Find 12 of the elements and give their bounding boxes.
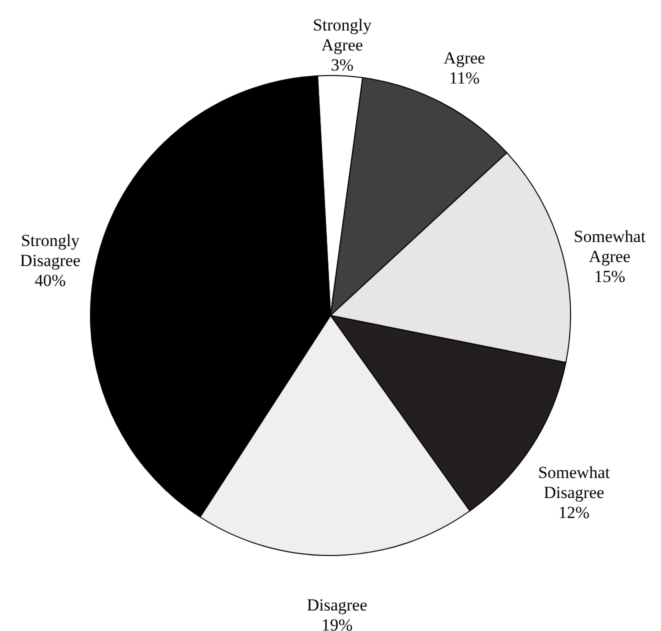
data-label: 19% <box>321 615 353 631</box>
slice-label: Somewhat Disagree <box>538 463 610 502</box>
data-label: 11% <box>449 68 480 88</box>
data-label: 12% <box>558 503 590 522</box>
data-label: 40% <box>34 270 66 290</box>
slice-label: Disagree <box>306 595 368 614</box>
slice-label: Strongly Disagree <box>20 230 80 270</box>
slice-label: Somewhat Agree <box>574 227 646 266</box>
slice-label: Strongly Agree <box>312 16 372 55</box>
slice-label: Agree <box>444 48 486 68</box>
data-label: 15% <box>594 267 626 286</box>
data-label: 3% <box>330 56 354 75</box>
